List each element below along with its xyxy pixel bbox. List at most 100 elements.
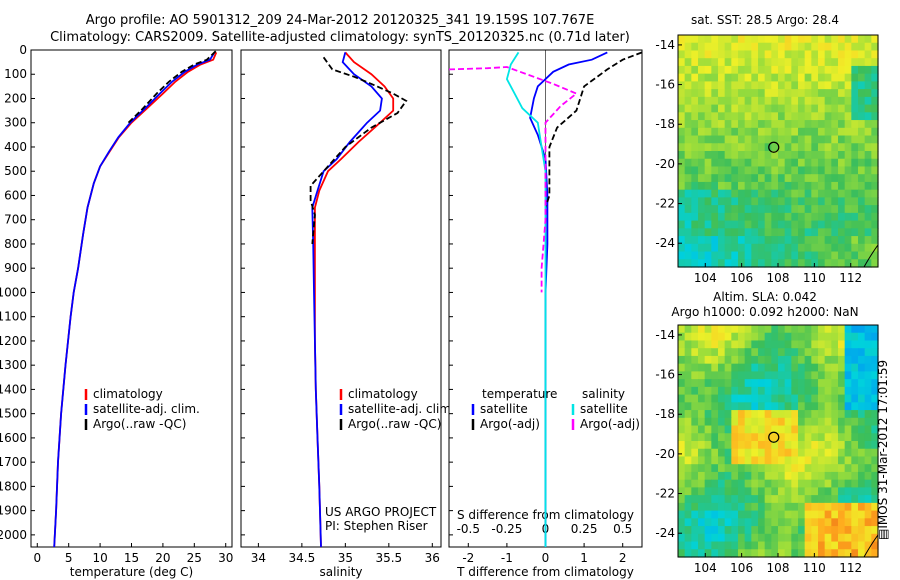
- map-cell: [791, 35, 799, 44]
- map-cell: [704, 58, 712, 67]
- map-cell: [764, 541, 772, 550]
- map-cell: [798, 104, 806, 113]
- map-cell: [811, 65, 819, 75]
- map-cell: [811, 220, 819, 229]
- map-cell: [804, 510, 812, 519]
- map-cell: [704, 89, 712, 98]
- map-cell: [711, 243, 719, 253]
- map-cell: [724, 189, 732, 198]
- map-cell: [718, 549, 726, 558]
- map-cell: [724, 127, 732, 137]
- map-cell: [864, 243, 872, 253]
- map-cell: [804, 50, 812, 59]
- map-cell: [824, 386, 832, 396]
- map-cell: [698, 89, 706, 98]
- map-cell: [858, 42, 866, 52]
- map-cell: [851, 135, 859, 144]
- map-cell: [778, 386, 786, 396]
- map-cell: [864, 73, 872, 82]
- map-cell: [831, 425, 839, 434]
- map-cell: [691, 371, 699, 380]
- map-cell: [678, 394, 686, 403]
- map-cell: [798, 81, 806, 90]
- map-cell: [778, 127, 786, 137]
- map-cell: [778, 112, 786, 121]
- map-x-tick-label: 110: [803, 561, 826, 575]
- sst-map-title: sat. SST: 28.5 Argo: 28.4: [690, 13, 840, 27]
- map-cell: [724, 50, 732, 59]
- map-cell: [738, 228, 746, 237]
- map-cell: [844, 464, 852, 473]
- map-cell: [724, 371, 732, 380]
- map-cell: [798, 151, 806, 160]
- map-cell: [824, 549, 832, 558]
- map-cell: [678, 259, 686, 268]
- x-tick-label: 1: [580, 551, 588, 565]
- map-cell: [771, 151, 779, 160]
- map-cell: [764, 425, 772, 434]
- map-cell: [704, 379, 712, 388]
- y-tick-label: 500: [4, 164, 27, 178]
- map-cell: [864, 479, 872, 488]
- map-cell: [711, 348, 719, 357]
- pi-label: PI: Stephen Riser: [325, 519, 428, 533]
- map-cell: [724, 166, 732, 175]
- map-cell: [738, 197, 746, 206]
- map-cell: [751, 325, 759, 334]
- map-cell: [838, 487, 846, 496]
- map-cell: [718, 464, 726, 473]
- map-cell: [778, 81, 786, 90]
- map-cell: [718, 425, 726, 434]
- map-cell: [724, 174, 732, 183]
- map-cell: [704, 151, 712, 160]
- map-cell: [711, 417, 719, 427]
- map-cell: [724, 220, 732, 229]
- map-cell: [858, 212, 866, 222]
- map-cell: [818, 89, 826, 98]
- map-cell: [871, 127, 879, 137]
- map-cell: [738, 166, 746, 175]
- map-cell: [764, 355, 772, 365]
- map-cell: [704, 212, 712, 222]
- map-cell: [858, 510, 866, 519]
- map-cell: [864, 510, 872, 519]
- map-cell: [838, 81, 846, 90]
- map-cell: [744, 112, 752, 121]
- map-cell: [724, 456, 732, 465]
- map-cell: [698, 197, 706, 206]
- map-cell: [678, 42, 686, 52]
- map-cell: [764, 325, 772, 334]
- map-cell: [778, 104, 786, 113]
- map-cell: [864, 441, 872, 450]
- map-cell: [811, 479, 819, 488]
- map-cell: [784, 394, 792, 403]
- map-cell: [778, 363, 786, 372]
- map-cell: [691, 174, 699, 183]
- map-cell: [811, 325, 819, 334]
- map-cell: [704, 456, 712, 465]
- map-cell: [731, 441, 739, 450]
- map-cell: [831, 174, 839, 183]
- map-cell: [678, 456, 686, 465]
- map-cell: [784, 487, 792, 496]
- map-cell: [738, 236, 746, 245]
- map-cell: [838, 58, 846, 67]
- map-cell: [711, 518, 719, 527]
- map-cell: [818, 355, 826, 365]
- map-cell: [824, 174, 832, 183]
- map-cell: [691, 205, 699, 214]
- map-cell: [764, 174, 772, 183]
- map-cell: [751, 166, 759, 175]
- map-cell: [698, 189, 706, 198]
- map-cell: [678, 189, 686, 198]
- map-cell: [791, 379, 799, 388]
- map-y-tick-label: -20: [655, 447, 675, 461]
- map-cell: [804, 197, 812, 206]
- map-cell: [738, 394, 746, 403]
- map-cell: [691, 197, 699, 206]
- map-cell: [804, 479, 812, 488]
- map-cell: [751, 533, 759, 543]
- map-cell: [711, 363, 719, 372]
- map-cell: [758, 363, 766, 372]
- map-cell: [718, 50, 726, 59]
